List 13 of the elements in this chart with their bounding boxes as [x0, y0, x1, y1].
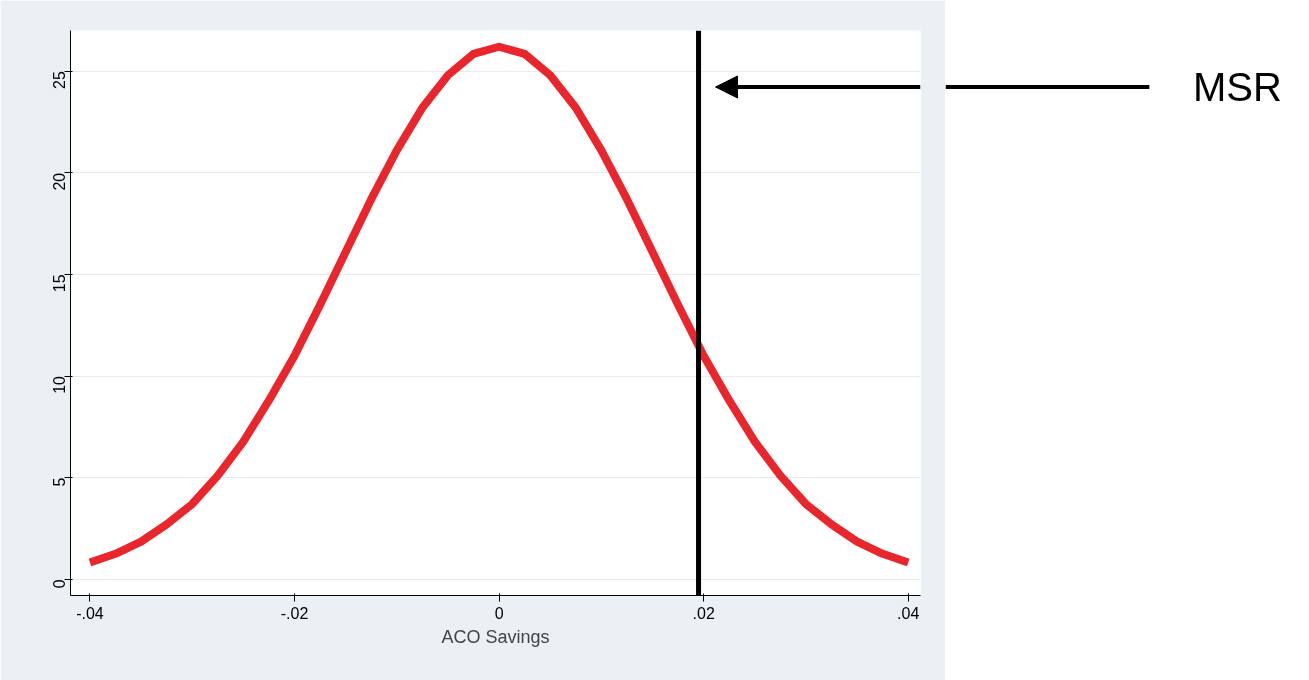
- y-tick-label: 15: [51, 274, 69, 293]
- x-tick-label: 0: [494, 604, 504, 622]
- y-tick-label: 20: [51, 172, 69, 191]
- x-tick-label: .02: [692, 604, 715, 622]
- x-tick-label: .04: [897, 604, 920, 622]
- y-tick-label: 0: [51, 579, 69, 589]
- x-tick-label: -.02: [280, 604, 309, 622]
- y-tick-label: 10: [51, 375, 69, 394]
- x-tick-label: -.04: [76, 604, 104, 622]
- y-tick-label: 5: [51, 477, 69, 487]
- x-axis-title: ACO Savings: [441, 626, 550, 647]
- ref-line-label: MSR: [1193, 65, 1282, 109]
- y-tick-label: 25: [51, 71, 69, 89]
